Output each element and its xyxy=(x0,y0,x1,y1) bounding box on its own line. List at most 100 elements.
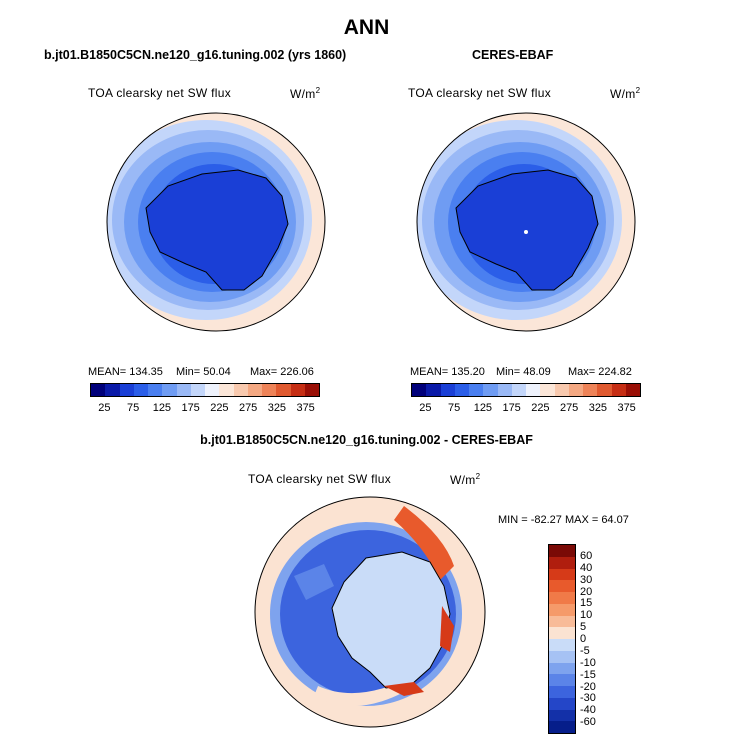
diff-colorbar-swatch xyxy=(549,709,575,722)
left-colorbar-swatch xyxy=(219,384,234,396)
diff-colorbar-swatch xyxy=(549,686,575,698)
diff-colorbar-ticks: 60 40 30 20 15 10 5 0 -5 -10 -15 -20 -30 -40 -60 xyxy=(580,544,620,734)
left-colorbar-swatch xyxy=(205,384,220,396)
left-colorbar-tick-label: 375 xyxy=(296,402,315,414)
right-panel-title: CERES-EBAF xyxy=(472,48,554,62)
diff-colorbar-swatch xyxy=(549,568,575,581)
diff-colorbar-tick-label: 30 xyxy=(580,573,593,586)
left-colorbar-ticks: 25 75 125 175 225 275 325 375 xyxy=(90,402,320,416)
right-colorbar-tick-label: 25 xyxy=(419,402,432,414)
left-colorbar-tick-label: 225 xyxy=(210,402,229,414)
diff-colorbar-tick-label: -40 xyxy=(580,704,596,717)
right-colorbar-swatch xyxy=(625,384,640,396)
diff-colorbar-tick-label: -60 xyxy=(580,716,596,729)
left-max-stat: Max= 226.06 xyxy=(250,366,314,378)
left-units-label: W/m2 xyxy=(290,86,321,101)
diff-colorbar-tick-label: 0 xyxy=(580,633,587,645)
diff-colorbar xyxy=(548,544,576,734)
diff-units-label: W/m2 xyxy=(450,472,481,487)
diff-colorbar-tick-label: -30 xyxy=(580,692,596,705)
diff-colorbar-tick-label: -5 xyxy=(580,644,590,657)
right-min-stat: Min= 48.09 xyxy=(496,366,551,378)
right-units-label: W/m2 xyxy=(610,86,641,101)
left-colorbar-tick-label: 275 xyxy=(238,402,258,414)
left-colorbar-swatch xyxy=(162,384,177,396)
right-colorbar-swatch xyxy=(426,384,441,396)
diff-colorbar-swatch xyxy=(549,662,575,675)
left-colorbar-swatch xyxy=(119,384,134,396)
diff-colorbar-swatch xyxy=(549,615,575,628)
right-colorbar-tick-label: 325 xyxy=(588,402,608,414)
right-polar-map xyxy=(416,112,636,332)
right-colorbar-swatch xyxy=(511,384,526,396)
left-colorbar xyxy=(90,383,320,397)
diff-colorbar-swatch xyxy=(549,580,575,592)
left-colorbar-tick-label: 175 xyxy=(181,402,200,414)
right-colorbar-swatch xyxy=(583,384,598,396)
diff-colorbar-tick-label: -20 xyxy=(580,680,596,693)
diff-colorbar-tick-label: -15 xyxy=(580,668,596,681)
right-colorbar-swatch xyxy=(526,384,541,396)
right-colorbar-swatch xyxy=(497,384,512,396)
left-mean-stat: MEAN= 134.35 xyxy=(88,366,163,378)
left-colorbar-swatch xyxy=(304,384,319,396)
right-colorbar-swatch xyxy=(568,384,583,396)
diff-colorbar-swatch xyxy=(549,674,575,686)
diff-panel-title: b.jt01.B1850C5CN.ne120_g16.tuning.002 - … xyxy=(200,433,533,447)
right-colorbar-swatch xyxy=(412,384,427,396)
left-polar-map xyxy=(106,112,326,332)
diff-colorbar-tick-label: 15 xyxy=(580,597,593,610)
left-colorbar-swatch xyxy=(133,384,148,396)
right-colorbar-swatch xyxy=(611,384,626,396)
diff-colorbar-tick-label: 60 xyxy=(580,549,593,562)
right-colorbar-swatch xyxy=(554,384,569,396)
left-colorbar-tick-label: 325 xyxy=(267,402,287,414)
right-colorbar-tick-label: 125 xyxy=(473,402,493,414)
diff-colorbar-tick-label: 20 xyxy=(580,585,593,598)
left-colorbar-swatch xyxy=(91,384,106,396)
main-title: ANN xyxy=(343,16,390,39)
right-colorbar xyxy=(411,383,641,397)
left-colorbar-swatch xyxy=(262,384,277,396)
diff-colorbar-swatch xyxy=(549,721,575,733)
diff-colorbar-swatch xyxy=(549,639,575,651)
diff-colorbar-tick-label: 10 xyxy=(580,609,593,622)
right-colorbar-tick-label: 375 xyxy=(617,402,636,414)
diff-colorbar-swatch xyxy=(549,592,575,604)
left-colorbar-swatch xyxy=(233,384,248,396)
right-colorbar-tick-label: 225 xyxy=(531,402,550,414)
diff-colorbar-swatch xyxy=(549,603,575,616)
right-colorbar-tick-label: 175 xyxy=(502,402,521,414)
diff-colorbar-swatch xyxy=(549,627,575,639)
left-colorbar-swatch xyxy=(290,384,305,396)
right-colorbar-swatch xyxy=(597,384,612,396)
right-max-stat: Max= 224.82 xyxy=(568,366,632,378)
right-variable-label: TOA clearsky net SW flux xyxy=(408,86,552,100)
right-colorbar-swatch xyxy=(440,384,455,396)
left-colorbar-tick-label: 25 xyxy=(98,402,111,414)
left-colorbar-swatch xyxy=(176,384,191,396)
diff-polar-map xyxy=(254,496,486,728)
left-colorbar-swatch xyxy=(105,384,120,396)
diff-colorbar-swatch xyxy=(549,545,575,557)
diff-colorbar-tick-label: -10 xyxy=(580,656,596,669)
left-variable-label: TOA clearsky net SW flux xyxy=(88,86,232,100)
diff-colorbar-tick-label: 5 xyxy=(580,621,587,634)
left-colorbar-tick-label: 125 xyxy=(152,402,172,414)
left-colorbar-swatch xyxy=(247,384,262,396)
diff-variable-label: TOA clearsky net SW flux xyxy=(248,472,392,486)
left-colorbar-swatch xyxy=(190,384,205,396)
right-colorbar-tick-label: 75 xyxy=(448,402,461,414)
right-colorbar-swatch xyxy=(483,384,498,396)
diff-colorbar-swatch xyxy=(549,650,575,663)
right-colorbar-swatch xyxy=(469,384,484,396)
diff-colorbar-swatch xyxy=(549,697,575,710)
right-colorbar-swatch xyxy=(454,384,469,396)
diff-colorbar-swatch xyxy=(549,556,575,569)
right-colorbar-tick-label: 275 xyxy=(559,402,579,414)
left-colorbar-tick-label: 75 xyxy=(127,402,140,414)
right-mean-stat: MEAN= 135.20 xyxy=(410,366,485,378)
diff-colorbar-tick-label: 40 xyxy=(580,561,593,574)
right-colorbar-ticks: 25 75 125 175 225 275 325 375 xyxy=(411,402,641,416)
left-colorbar-swatch xyxy=(276,384,291,396)
